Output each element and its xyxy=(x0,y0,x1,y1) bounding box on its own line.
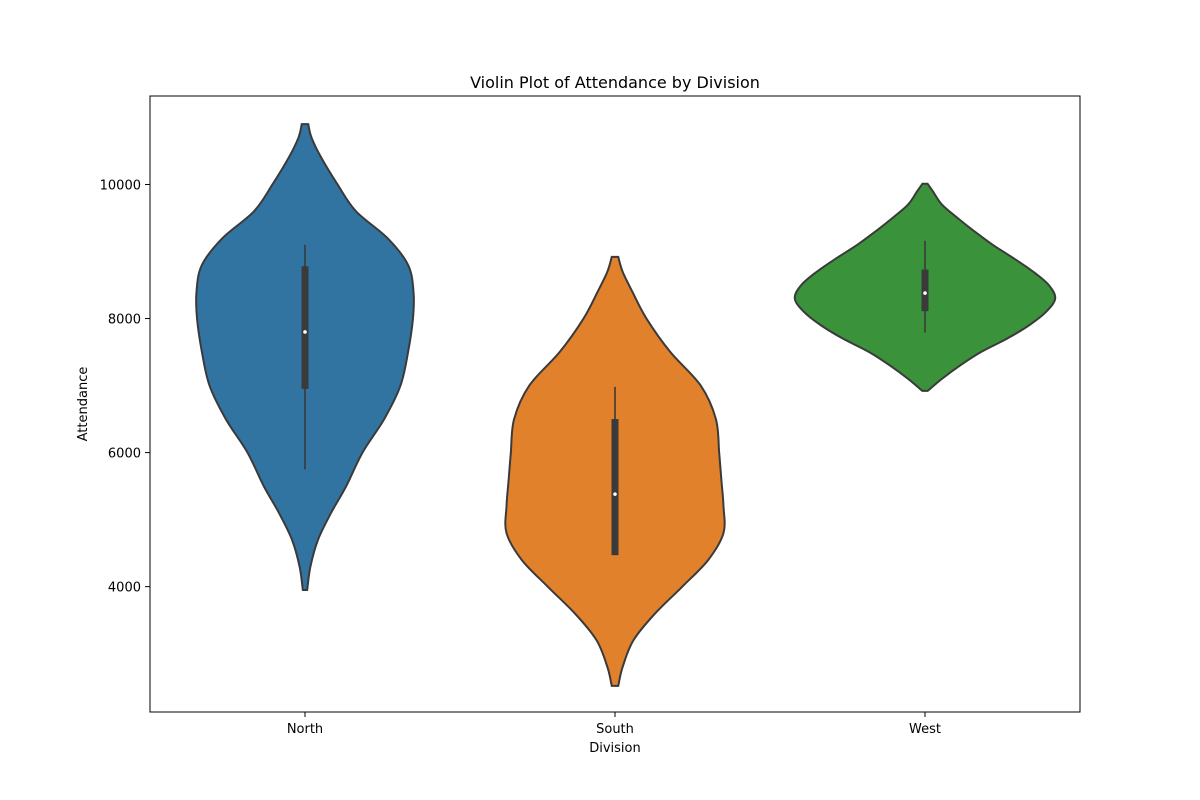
y-tick-label: 6000 xyxy=(108,447,141,462)
iqr-box-west xyxy=(921,269,929,312)
chart-title: Violin Plot of Attendance by Division xyxy=(470,73,760,92)
x-axis-label: Division xyxy=(589,741,641,756)
y-axis-label: Attendance xyxy=(76,367,91,442)
x-tick-label: North xyxy=(287,722,323,737)
y-tick-label: 4000 xyxy=(108,581,141,596)
iqr-box-south xyxy=(611,419,619,556)
y-axis: 4000 6000 8000 10000 xyxy=(100,178,150,596)
x-axis: North South West xyxy=(287,712,941,737)
y-tick-label: 10000 xyxy=(100,178,141,193)
median-point-north xyxy=(303,330,307,334)
x-tick-label: South xyxy=(596,722,634,737)
y-tick-label: 8000 xyxy=(108,313,141,328)
violins-layer xyxy=(195,123,1057,687)
x-tick-label: West xyxy=(909,722,941,737)
iqr-box-north xyxy=(301,266,309,389)
median-point-south xyxy=(613,492,617,496)
median-point-west xyxy=(923,291,927,295)
